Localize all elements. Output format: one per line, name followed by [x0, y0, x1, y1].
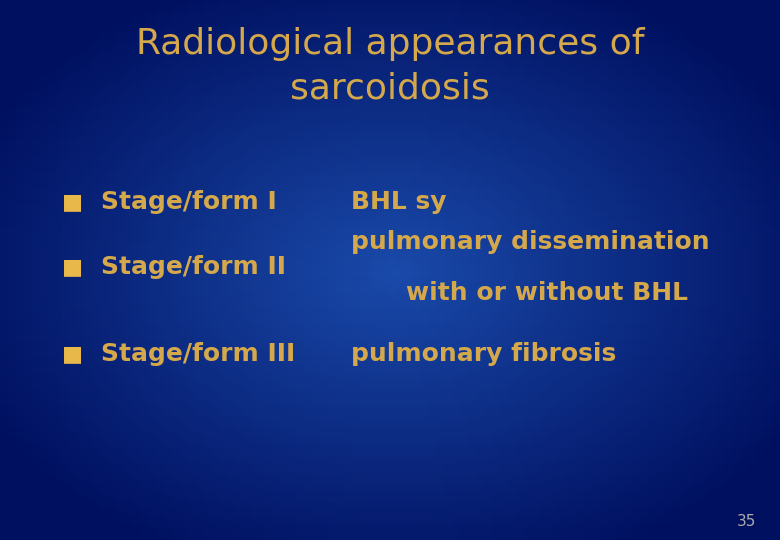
Text: 35: 35	[737, 514, 757, 529]
Text: Radiological appearances of
sarcoidosis: Radiological appearances of sarcoidosis	[136, 27, 644, 106]
Text: BHL sy: BHL sy	[351, 191, 446, 214]
Text: with or without BHL: with or without BHL	[406, 281, 688, 305]
Text: ■: ■	[62, 343, 83, 364]
Text: pulmonary fibrosis: pulmonary fibrosis	[351, 342, 616, 366]
Text: Stage/form I: Stage/form I	[101, 191, 277, 214]
Text: pulmonary dissemination: pulmonary dissemination	[351, 230, 710, 254]
Text: Stage/form III: Stage/form III	[101, 342, 296, 366]
Text: ■: ■	[62, 192, 83, 213]
Text: ■: ■	[62, 257, 83, 278]
Text: Stage/form II: Stage/form II	[101, 255, 286, 279]
